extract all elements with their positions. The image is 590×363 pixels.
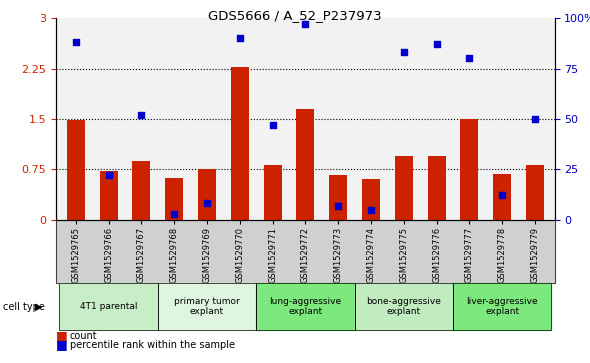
Bar [100, 171, 117, 220]
Bar [460, 119, 478, 220]
Text: primary tumor
explant: primary tumor explant [174, 297, 240, 317]
Bar [329, 175, 347, 220]
Text: lung-aggressive
explant: lung-aggressive explant [269, 297, 342, 317]
Bar [428, 156, 445, 220]
Point [497, 192, 507, 198]
Bar [132, 160, 150, 220]
Point [202, 201, 212, 207]
Point [530, 116, 540, 122]
Point [169, 211, 179, 216]
Text: 4T1 parental: 4T1 parental [80, 302, 137, 311]
Text: ▶: ▶ [35, 302, 42, 312]
Bar [526, 164, 544, 220]
Text: cell type: cell type [3, 302, 45, 312]
Point [399, 49, 408, 55]
Text: ■: ■ [56, 338, 68, 351]
Point [366, 207, 376, 212]
Point [104, 172, 113, 178]
Point [268, 122, 277, 128]
Point [333, 203, 343, 208]
Bar [264, 164, 281, 220]
Text: percentile rank within the sample: percentile rank within the sample [70, 340, 235, 350]
Text: GDS5666 / A_52_P237973: GDS5666 / A_52_P237973 [208, 9, 382, 22]
Point [432, 41, 441, 47]
Text: count: count [70, 331, 97, 341]
Bar [67, 120, 85, 220]
Point [71, 40, 80, 45]
Bar [165, 178, 183, 220]
Bar [362, 179, 380, 220]
Bar [198, 169, 216, 220]
Point [235, 35, 244, 41]
Bar [296, 109, 314, 220]
Text: ■: ■ [56, 329, 68, 342]
Point [464, 56, 474, 61]
Bar [231, 66, 249, 220]
Text: liver-aggressive
explant: liver-aggressive explant [466, 297, 538, 317]
Bar [493, 174, 511, 220]
Point [300, 21, 310, 27]
Text: bone-aggressive
explant: bone-aggressive explant [366, 297, 441, 317]
Point [137, 112, 146, 118]
Bar [395, 156, 413, 220]
